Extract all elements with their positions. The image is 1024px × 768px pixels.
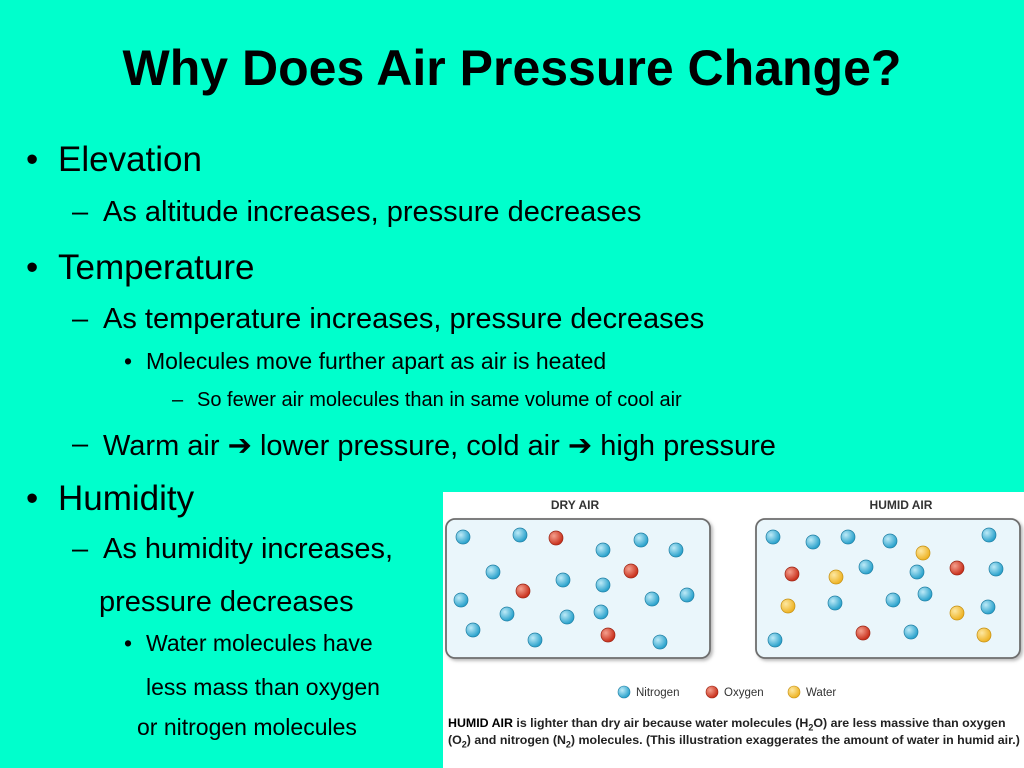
nitrogen-molecule: [527, 632, 543, 648]
caption-part: O) are less massive than oxygen (O: [448, 716, 1006, 747]
nitrogen-molecule: [559, 609, 575, 625]
nitrogen-molecule: [917, 586, 933, 602]
sub-temperature-text: As temperature increases, pressure decre…: [103, 303, 705, 335]
high-pressure-text: high pressure: [600, 430, 776, 462]
caption-subscript: 2: [808, 722, 814, 733]
arrow-icon: ➔: [567, 430, 593, 462]
bullet-humidity-text: Humidity: [58, 479, 195, 518]
oxygen-molecule: [949, 560, 965, 576]
nitrogen-molecule: [633, 532, 649, 548]
nitrogen-molecule: [455, 529, 471, 545]
bullet-marker: •: [26, 248, 39, 287]
nitrogen-molecule: [499, 606, 515, 622]
nitrogen-molecule: [485, 564, 501, 580]
dry-air-box: [445, 518, 711, 659]
water-molecule: [780, 598, 796, 614]
humid-air-box: [755, 518, 1021, 659]
detail-humidity-text-2: less mass than oxygen: [146, 674, 380, 700]
figure-caption: HUMID AIR is lighter than dry air becaus…: [448, 715, 1020, 749]
caption-part: ) and nitrogen (N: [466, 733, 566, 747]
legend-nitrogen-label: Nitrogen: [636, 687, 679, 699]
humid-air-molecules: [765, 527, 1004, 648]
oxygen-molecule: [600, 627, 616, 643]
molecule-diagram: DRY AIR HUMID AIR Nitrogen Oxygen Water: [445, 498, 1021, 699]
dash-marker: –: [72, 196, 89, 228]
water-molecule: [976, 627, 992, 643]
sub-humidity-text-1: As humidity increases,: [103, 533, 394, 565]
lower-pressure-text: lower pressure, cold air: [259, 430, 560, 462]
bullet-marker: •: [26, 140, 39, 179]
water-molecule: [915, 545, 931, 561]
nitrogen-molecule: [903, 624, 919, 640]
dry-air-label: DRY AIR: [551, 498, 600, 512]
nitrogen-molecule: [453, 592, 469, 608]
nitrogen-molecule: [555, 572, 571, 588]
oxygen-molecule: [784, 566, 800, 582]
nitrogen-molecule: [988, 561, 1004, 577]
legend-oxygen-label: Oxygen: [724, 687, 764, 699]
legend: Nitrogen Oxygen Water: [617, 685, 836, 699]
caption-part: is lighter than dry air because water mo…: [512, 716, 809, 730]
detail-humidity-text-1: Water molecules have: [146, 630, 373, 656]
nitrogen-molecule: [652, 634, 668, 650]
caption-part: ) molecules. (This illustration exaggera…: [570, 733, 1020, 747]
dry-air-molecules: [453, 527, 695, 650]
nitrogen-molecule: [909, 564, 925, 580]
nitrogen-molecule: [679, 587, 695, 603]
sub-humidity-text-2: pressure decreases: [99, 586, 354, 618]
legend-oxygen-swatch: [705, 685, 719, 699]
nitrogen-molecule: [981, 527, 997, 543]
legend-water-label: Water: [806, 687, 836, 699]
nitrogen-molecule: [767, 632, 783, 648]
detail-temperature-text: Molecules move further apart as air is h…: [146, 348, 607, 374]
water-molecule: [828, 569, 844, 585]
bullet-temperature-text: Temperature: [58, 248, 255, 287]
humid-air-label: HUMID AIR: [870, 498, 933, 512]
oxygen-molecule: [548, 530, 564, 546]
nitrogen-molecule: [827, 595, 843, 611]
nitrogen-molecule: [858, 559, 874, 575]
nitrogen-molecule: [465, 622, 481, 638]
nitrogen-molecule: [840, 529, 856, 545]
nitrogen-molecule: [593, 604, 609, 620]
arrow-icon: ➔: [227, 430, 252, 462]
bullet-marker: •: [124, 630, 133, 656]
water-molecule: [949, 605, 965, 621]
nitrogen-molecule: [885, 592, 901, 608]
dash-marker: –: [72, 303, 89, 335]
nitrogen-molecule: [512, 527, 528, 543]
bullet-elevation-text: Elevation: [58, 140, 202, 179]
nitrogen-molecule: [805, 534, 821, 550]
legend-nitrogen-swatch: [617, 685, 631, 699]
oxygen-molecule: [515, 583, 531, 599]
nitrogen-molecule: [765, 529, 781, 545]
nitrogen-molecule: [980, 599, 996, 615]
oxygen-molecule: [623, 563, 639, 579]
warm-air-text: Warm air: [103, 430, 220, 462]
nitrogen-molecule: [644, 591, 660, 607]
slide-title: Why Does Air Pressure Change?: [122, 40, 902, 96]
nitrogen-molecule: [668, 542, 684, 558]
dash-marker: –: [172, 389, 184, 411]
nitrogen-molecule: [882, 533, 898, 549]
sub-elevation-text: As altitude increases, pressure decrease…: [103, 196, 642, 228]
caption-strong: HUMID AIR: [448, 716, 513, 730]
oxygen-molecule: [855, 625, 871, 641]
nitrogen-molecule: [595, 542, 611, 558]
dash-marker: –: [72, 428, 89, 460]
dash-marker: –: [72, 533, 89, 565]
caption-subscript: 2: [565, 739, 571, 750]
detail-humidity-text-3: or nitrogen molecules: [137, 714, 357, 740]
air-comparison-figure: DRY AIR HUMID AIR Nitrogen Oxygen Water …: [443, 492, 1024, 768]
caption-subscript: 2: [461, 739, 467, 750]
detail2-temperature-text: So fewer air molecules than in same volu…: [197, 389, 682, 411]
bullet-marker: •: [26, 479, 39, 518]
nitrogen-molecule: [595, 577, 611, 593]
legend-water-swatch: [787, 685, 801, 699]
bullet-marker: •: [124, 348, 133, 374]
